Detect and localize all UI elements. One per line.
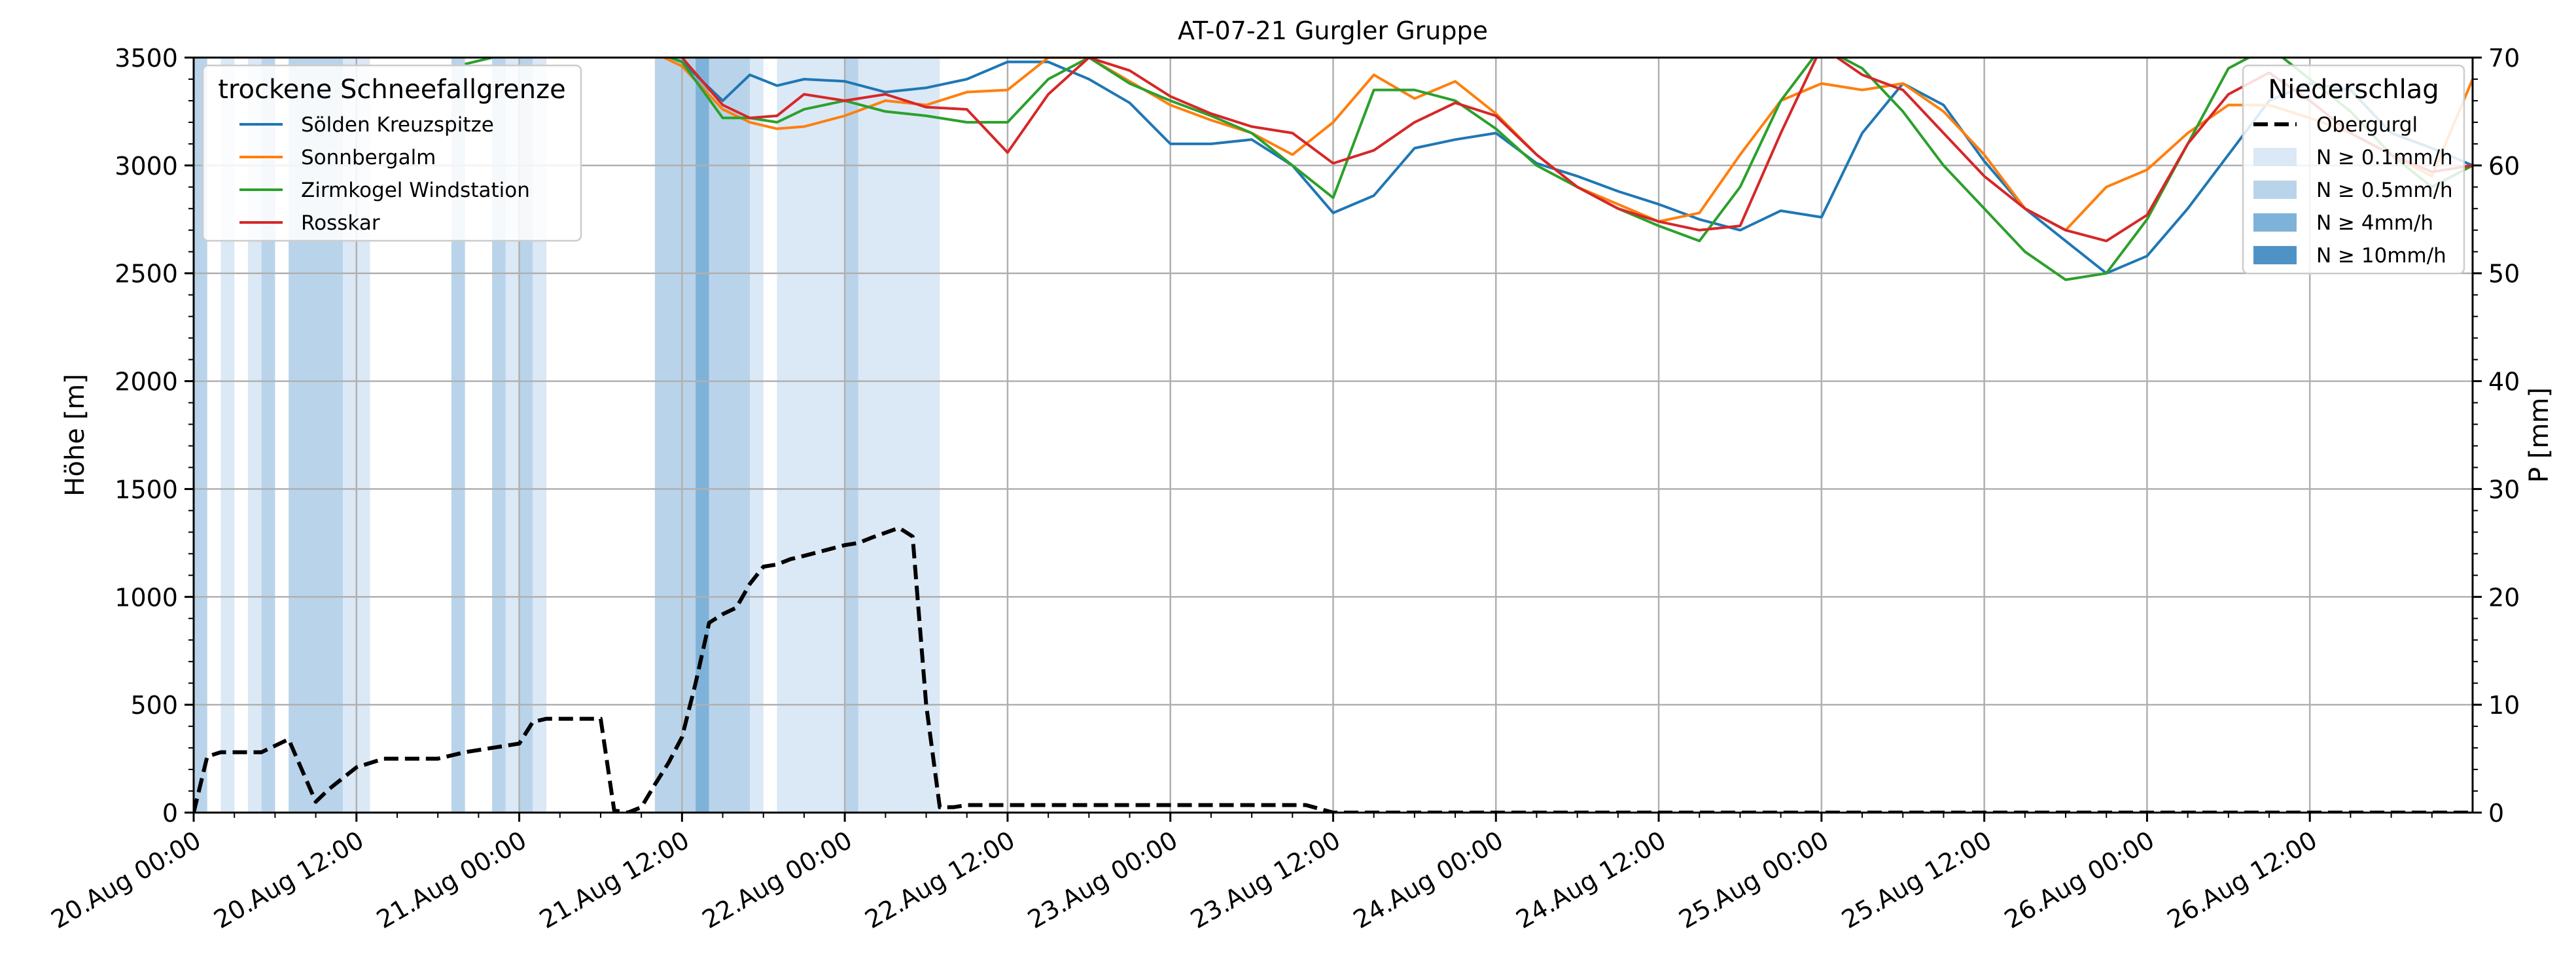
y-tick-label-5: 2500 — [115, 260, 178, 289]
y-tick-label-7: 3500 — [115, 44, 178, 73]
legend-left-label-1: Sonnbergalm — [301, 146, 436, 169]
series-line-3 — [677, 58, 2473, 243]
legend-right-swatch-0 — [2253, 148, 2297, 166]
y2-tick-label-2: 20 — [2488, 583, 2520, 612]
legend-right-label-1: N ≥ 0.5mm/h — [2316, 179, 2453, 202]
legend-left-label-0: Sölden Kreuzspitze — [301, 113, 494, 137]
y-axis-right: 0 10 20 30 40 50 60 70 — [2473, 44, 2520, 828]
precip-band-9 — [505, 58, 520, 813]
y-axis-left: 0 500 1000 1500 2000 2500 3000 3500 — [115, 44, 194, 828]
precip-band-21 — [912, 58, 940, 813]
legend-left-frame — [202, 64, 582, 242]
legend-right-frame — [2242, 64, 2465, 275]
precip-band-15 — [750, 58, 764, 813]
precip-band-3 — [261, 58, 275, 813]
legend-precipitation: Niederschlag Obergurgl N ≥ 0.1mm/h N ≥ 0.5m… — [2242, 64, 2465, 275]
precip-band-11 — [533, 58, 547, 813]
series-line-2 — [465, 58, 2473, 281]
legend-right-swatch-1 — [2253, 181, 2297, 199]
y-tick-label-2: 1000 — [115, 583, 178, 612]
precip-band-6 — [356, 58, 370, 813]
precip-band-18 — [845, 58, 858, 813]
series-lines — [194, 58, 2473, 813]
y2-tick-label-3: 30 — [2488, 475, 2520, 504]
y-tick-label-0: 0 — [162, 799, 178, 828]
y-tick-label-4: 2000 — [115, 368, 178, 396]
y2-tick-label-4: 40 — [2488, 368, 2520, 396]
precip-band-7 — [451, 58, 465, 813]
chart-title: AT-07-21 Gurgler Gruppe — [1178, 16, 1488, 45]
y2-tick-label-7: 70 — [2488, 44, 2520, 73]
precip-band-14 — [709, 58, 750, 813]
precip-band-12 — [654, 58, 696, 813]
precip-band-5 — [343, 58, 357, 813]
legend-left-label-3: Rosskar — [301, 211, 380, 235]
precip-band-0 — [194, 58, 207, 813]
precip-band-19 — [858, 58, 886, 813]
precip-band-1 — [221, 58, 235, 813]
precip-band-8 — [492, 58, 506, 813]
precip-band-13 — [696, 58, 709, 813]
precip-band-16 — [777, 58, 791, 813]
y-tick-label-1: 500 — [130, 691, 178, 720]
legend-right-label-3: N ≥ 10mm/h — [2316, 244, 2446, 268]
y-tick-label-3: 1500 — [115, 475, 178, 504]
legend-right-swatch-3 — [2253, 246, 2297, 264]
legend-right-label-0: N ≥ 0.1mm/h — [2316, 146, 2453, 169]
series-line-4 — [194, 525, 2473, 813]
legend-left-title: trockene Schneefallgrenze — [218, 75, 565, 105]
legend-right-label-2: N ≥ 4mm/h — [2316, 211, 2433, 235]
precip-band-2 — [247, 58, 262, 813]
y-axis-label: Höhe [m] — [60, 374, 90, 496]
precip-band-20 — [885, 58, 913, 813]
y2-tick-label-1: 10 — [2488, 691, 2520, 720]
legend-right-swatch-2 — [2253, 213, 2297, 232]
y-tick-label-6: 3000 — [115, 152, 178, 181]
legend-right-title: Niederschlag — [2268, 75, 2439, 105]
y2-tick-label-6: 60 — [2488, 152, 2520, 181]
y2-tick-label-5: 50 — [2488, 260, 2520, 289]
legend-right-line-label: Obergurgl — [2316, 113, 2418, 137]
precipitation-bands — [194, 58, 940, 813]
legend-snowline: trockene Schneefallgrenze Sölden Kreuzspi… — [202, 64, 582, 242]
y2-axis-label: P [mm] — [2524, 387, 2554, 483]
precip-band-17 — [790, 58, 845, 813]
legend-left-label-2: Zirmkogel Windstation — [301, 179, 530, 202]
precip-band-10 — [519, 58, 533, 813]
y2-tick-label-0: 0 — [2488, 799, 2504, 828]
